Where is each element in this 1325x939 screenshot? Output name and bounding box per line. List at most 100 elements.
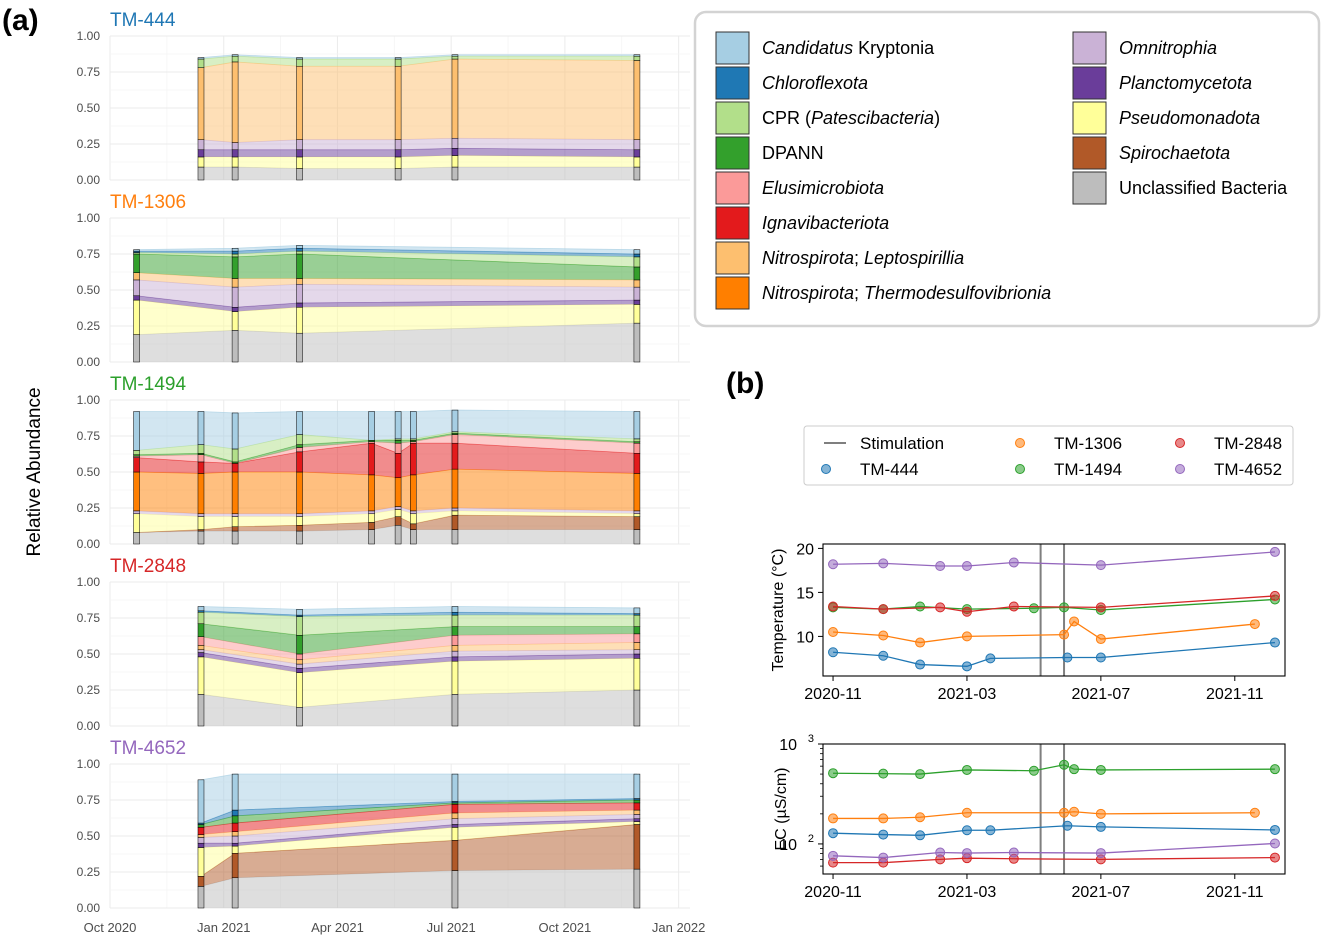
area-candidatus-kryptonia xyxy=(136,245,637,254)
area-planctomycetota xyxy=(200,148,637,157)
bar-segment xyxy=(633,55,641,61)
bar-segment xyxy=(451,434,459,444)
bar-segment xyxy=(231,61,239,143)
y-tick-label: 10 xyxy=(779,837,797,854)
legend-b-marker xyxy=(1015,438,1025,448)
data-point xyxy=(878,604,889,615)
data-point xyxy=(915,830,926,841)
legend-b-label: TM-1306 xyxy=(1054,434,1122,453)
bar-segment xyxy=(133,532,140,545)
bar-segment xyxy=(296,302,303,308)
area-planctomycetota xyxy=(136,295,637,312)
bar-segment xyxy=(633,773,641,799)
bar-segment xyxy=(197,847,205,877)
bar-segment xyxy=(394,442,402,454)
area-omnitrophia xyxy=(200,649,637,669)
bar-segment xyxy=(197,513,205,517)
data-point xyxy=(915,769,926,780)
bar-segment xyxy=(296,672,303,708)
legend-label-part: Elusimicrobiota xyxy=(762,178,884,198)
bar-segment xyxy=(451,656,459,662)
data-point xyxy=(1069,806,1080,817)
area-omnitrophia xyxy=(136,279,637,308)
bar-segment xyxy=(296,250,303,255)
bar-segment xyxy=(451,645,459,652)
well-legend: Stimulation TM-444 TM-1306 TM-1494 TM-2848 TM… xyxy=(803,425,1294,486)
x-tick-label: 2021-03 xyxy=(938,884,997,901)
legend-item-chloroflexota: Chloroflexota xyxy=(715,66,868,100)
bar-segment xyxy=(197,530,205,545)
bar-segment xyxy=(451,824,459,828)
panel-a-label: (a) xyxy=(2,4,39,37)
bar-segment xyxy=(451,155,459,168)
legend-swatch xyxy=(715,171,750,205)
area-dpann xyxy=(136,433,637,464)
sample-bar xyxy=(197,411,205,545)
data-point xyxy=(915,812,926,823)
bar-segment xyxy=(633,614,641,627)
bar-segment xyxy=(296,616,303,636)
panel-title: TM-1306 xyxy=(110,192,186,213)
bar-segment xyxy=(451,468,459,509)
y-tick-label: 0.50 xyxy=(77,829,101,843)
y-tick-label: 0.25 xyxy=(77,683,101,697)
series-line xyxy=(833,856,1275,864)
bar-segment xyxy=(451,55,459,60)
bar-segment xyxy=(633,799,641,804)
bar-segment xyxy=(633,299,641,305)
data-point xyxy=(828,850,839,861)
area-nitrospirota-leptospirillia xyxy=(200,810,637,838)
bar-segment xyxy=(633,286,641,301)
bar-segment xyxy=(451,660,459,695)
panel-title: TM-444 xyxy=(110,10,176,31)
sample-bar xyxy=(231,773,239,909)
data-point xyxy=(961,807,972,818)
bar-segment xyxy=(633,279,641,288)
bar-segment xyxy=(451,137,459,149)
bar-segment xyxy=(197,834,205,838)
area-cpr-patescibacteria- xyxy=(136,431,637,462)
legend-swatch xyxy=(715,276,750,310)
legend-item-ignavibacteriota: Ignavibacteriota xyxy=(715,206,889,240)
legend-item-omnitrophia: Omnitrophia xyxy=(1072,31,1217,65)
bar-segment xyxy=(133,299,140,335)
area-unclassified-bacteria xyxy=(200,690,637,726)
legend-label-part: Nitrospirota xyxy=(762,248,854,268)
sample-bar xyxy=(296,245,303,363)
area-pseudomonadota xyxy=(200,155,637,169)
bar-segment xyxy=(133,471,140,512)
bar-segment xyxy=(197,824,205,828)
bar-segment xyxy=(231,513,239,517)
ec-chart: 2020-11 2021-03 2021-07 2021-11 10 2 10 3 EC (µS… xyxy=(773,733,1286,901)
legend-b-marker xyxy=(821,464,831,474)
data-point xyxy=(1059,629,1070,640)
legend-swatch xyxy=(1072,31,1107,65)
data-point xyxy=(878,829,889,840)
bar-segment xyxy=(231,835,239,844)
data-point xyxy=(828,601,839,612)
bar-segment xyxy=(296,609,303,616)
data-point xyxy=(1095,821,1106,832)
bar-segment xyxy=(197,166,205,181)
bar-segment xyxy=(394,453,402,479)
abundance-panel-tm-444: TM-444 0.00 0.25 0.50 0.75 1.00 xyxy=(77,10,690,187)
area-candidatus-kryptonia xyxy=(136,410,637,451)
legend-label: Candidatus Kryptonia xyxy=(762,38,935,58)
area-cpr-patescibacteria- xyxy=(200,612,637,636)
x-tick-label: Jan 2022 xyxy=(652,920,706,935)
bar-segment xyxy=(394,506,402,510)
data-point xyxy=(1095,808,1106,819)
bar-segment xyxy=(296,707,303,727)
bar-segment xyxy=(633,453,641,474)
area-pseudomonadota xyxy=(200,821,637,877)
data-point xyxy=(1095,634,1106,645)
bar-segment xyxy=(296,513,303,517)
bar-segment xyxy=(296,57,303,60)
y-tick-label: 1.00 xyxy=(77,575,101,589)
data-point xyxy=(985,653,996,664)
bar-segment xyxy=(368,510,375,515)
bar-segment xyxy=(410,474,417,512)
bar-segment xyxy=(296,447,303,453)
data-point xyxy=(961,631,972,642)
bar-segment xyxy=(231,307,239,312)
